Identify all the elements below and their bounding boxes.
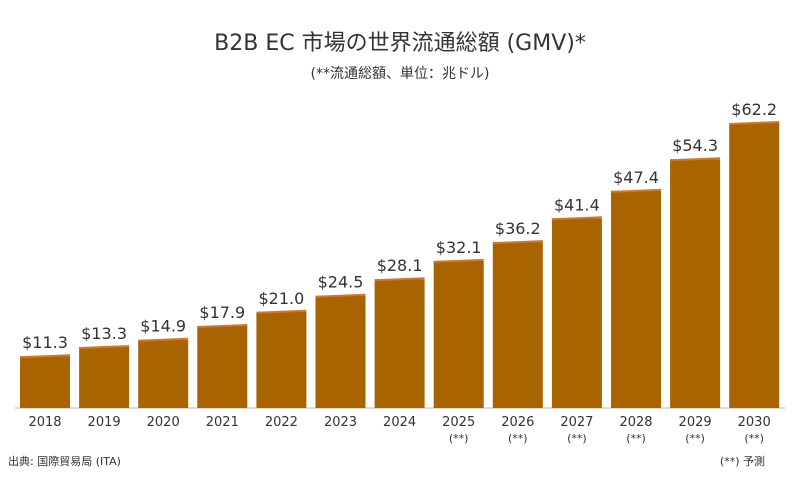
x-tick-label: 2022 xyxy=(265,415,298,430)
value-label: $21.0 xyxy=(258,289,304,308)
value-label: $14.9 xyxy=(140,317,186,336)
x-tick-label: 2030 xyxy=(738,415,771,430)
bar xyxy=(315,295,366,408)
bar xyxy=(374,279,425,408)
bar-top xyxy=(79,345,130,350)
x-tick-label: 2021 xyxy=(206,415,239,430)
value-label: $13.3 xyxy=(81,324,127,343)
bar-top xyxy=(492,240,543,245)
x-tick-label: 2024 xyxy=(383,415,416,430)
x-tick-label: 2018 xyxy=(28,415,61,430)
bar-top xyxy=(138,337,189,342)
bar xyxy=(138,339,189,408)
bar xyxy=(20,356,70,408)
bar xyxy=(611,190,661,408)
x-tick-label: 2025 xyxy=(442,415,475,430)
bar xyxy=(670,159,721,408)
value-label: $47.4 xyxy=(613,168,659,187)
x-tick-label: 2026 xyxy=(501,415,534,430)
x-tick-label: 2020 xyxy=(147,415,180,430)
bar-top xyxy=(551,216,602,221)
bar xyxy=(492,242,543,408)
value-label: $28.1 xyxy=(377,256,423,275)
bar xyxy=(433,260,484,408)
x-tick-label: 2023 xyxy=(324,415,357,430)
bar xyxy=(197,325,248,408)
value-label: $32.1 xyxy=(436,238,482,257)
value-label: $36.2 xyxy=(495,219,541,238)
bar-top xyxy=(256,309,307,314)
chart-subtitle: (**流通総額、単位：兆ドル) xyxy=(311,66,490,82)
x-tick-note: (**) xyxy=(508,432,528,445)
footnote: (**) 予測 xyxy=(720,454,765,468)
x-tick-note: (**) xyxy=(567,432,587,445)
value-label: $17.9 xyxy=(199,303,245,322)
value-label: $24.5 xyxy=(318,273,364,292)
x-tick-note: (**) xyxy=(449,432,469,445)
x-tick-label: 2027 xyxy=(560,415,593,430)
bar-top xyxy=(19,354,71,359)
bar xyxy=(256,311,307,408)
bar-top xyxy=(197,323,248,328)
value-label: $41.4 xyxy=(554,195,600,214)
x-tick-label: 2028 xyxy=(619,415,652,430)
bar xyxy=(729,123,780,408)
bar-top xyxy=(433,258,484,263)
x-tick-label: 2029 xyxy=(679,415,712,430)
chart-title: B2B EC 市場の世界流通総額 (GMV)* xyxy=(214,31,586,56)
bar-top xyxy=(374,277,425,282)
x-tick-note: (**) xyxy=(685,432,705,445)
bar xyxy=(551,218,602,408)
x-tick-note: (**) xyxy=(744,432,764,445)
bar xyxy=(79,347,130,408)
bar-top xyxy=(729,121,780,125)
bar-top xyxy=(670,157,721,162)
x-tick-label: 2019 xyxy=(88,415,121,430)
bar-top xyxy=(315,293,366,298)
source: 出典: 国際貿易局 (ITA) xyxy=(8,454,121,468)
value-label: $54.3 xyxy=(672,136,718,155)
value-label: $11.3 xyxy=(22,333,68,352)
value-label: $62.2 xyxy=(731,100,777,119)
x-tick-note: (**) xyxy=(626,432,646,445)
bar-top xyxy=(610,188,662,193)
